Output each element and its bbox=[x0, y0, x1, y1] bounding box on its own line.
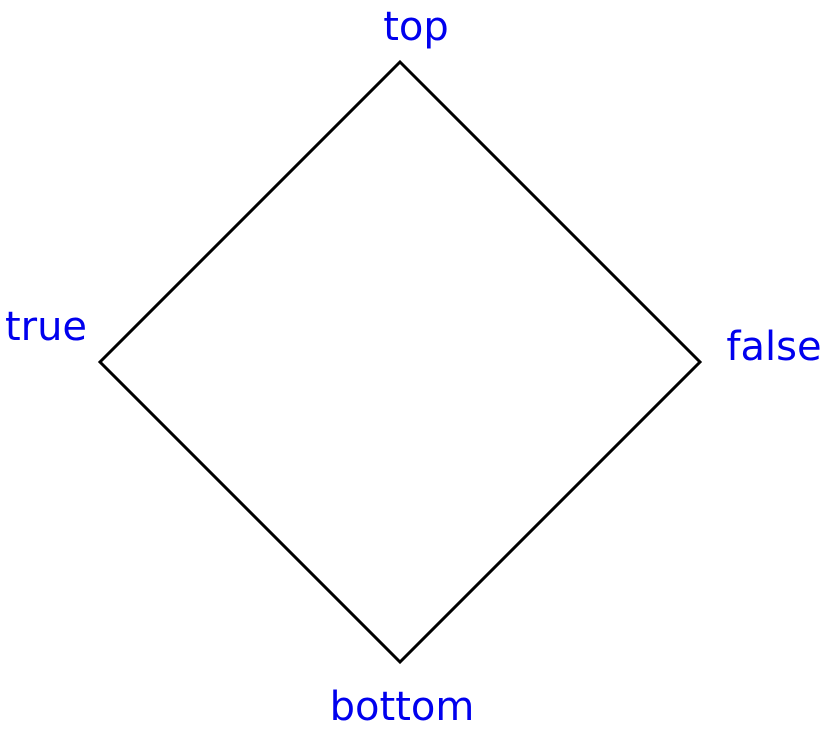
node-label-top: top bbox=[383, 4, 449, 50]
node-label-true: true bbox=[5, 304, 87, 350]
node-label-bottom: bottom bbox=[330, 684, 475, 730]
diamond-edges bbox=[97, 59, 703, 665]
node-label-false: false bbox=[726, 324, 821, 370]
